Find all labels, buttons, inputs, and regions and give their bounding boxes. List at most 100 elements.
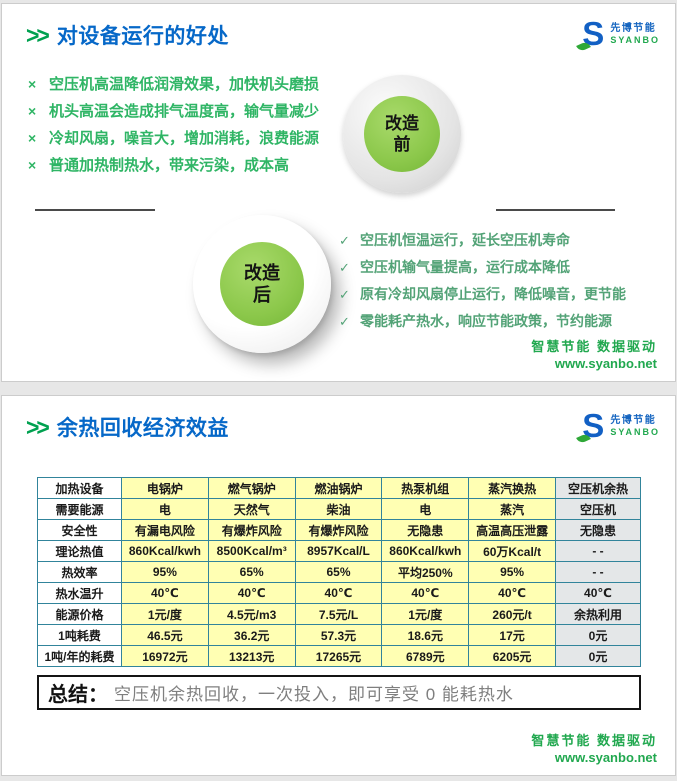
footer-url-link[interactable]: www.syanbo.net [554,750,657,766]
summary-text: 空压机余热回收，一次投入，即可享受 0 能耗热水 [114,685,514,704]
after-retrofit-label: 改造 后 [220,242,304,326]
table-row: 1吨/年的耗费 16972元 13213元 17265元 6789元 6205元 0元 [37,645,641,667]
con-item: × 空压机高温降低润滑效果，加快机头磨损 [28,73,319,100]
check-icon: ✓ [339,260,350,275]
table-cell: 65% [207,561,296,583]
table-cell: - - [555,540,641,562]
con-item-text: 空压机高温降低润滑效果，加快机头磨损 [49,76,320,93]
divider-line-right [496,209,615,211]
table-cell: 燃气锅炉 [207,477,296,499]
table-row: 能源价格 1元/度 4.5元/m3 7.5元/L 1元/度 260元/t 余热利用 [37,603,641,625]
check-icon: ✓ [339,314,350,329]
table-cell: 余热利用 [555,603,641,625]
before-retrofit-label: 改造 前 [364,96,440,172]
table-cell: 无隐患 [555,519,641,541]
footer-slogan: 智慧节能 数据驱动 [531,339,657,355]
check-icon: ✓ [339,233,350,248]
footer-url-link[interactable]: www.syanbo.net [554,356,657,372]
table-cell: 高温高压泄露 [468,519,556,541]
table-cell: 天然气 [207,498,296,520]
table-cell: 6789元 [381,645,470,667]
table-cell: 0元 [555,624,641,646]
row-label-cell: 理论热值 [37,540,122,562]
table-cell: 空压机 [555,498,641,520]
summary-label: 总结： [48,684,108,706]
brand-name-en: SYANBO [610,426,660,437]
table-cell: 7.5元/L [294,603,383,625]
con-item-text: 机头高温会造成排气温度高，输气量减少 [49,103,320,120]
slide1-footer: 智慧节能 数据驱动 www.syanbo.net [531,339,657,373]
table-cell: 18.6元 [381,624,470,646]
table-cell: 95% [468,561,556,583]
table-cell: 电锅炉 [121,477,209,499]
pro-item: ✓ 空压机恒温运行，延长空压机寿命 [339,230,626,257]
table-cell: 95% [121,561,209,583]
row-label-cell: 需要能源 [37,498,122,520]
table-cell: 有漏电风险 [121,519,209,541]
slide2-footer: 智慧节能 数据驱动 www.syanbo.net [531,733,657,767]
table-row: 理论热值 860Kcal/kwh 8500Kcal/m³ 8957Kcal/L 860K… [37,540,641,562]
slide1-header: >> 对设备运行的好处 [26,20,229,50]
table-cell: 40℃ [381,582,470,604]
table-row: 需要能源电天然气 柴油电蒸汽 空压机 [37,498,641,520]
logo-text: 先博节能 SYANBO [610,415,660,437]
row-label-cell: 1吨/年的耗费 [37,645,122,667]
after-retrofit-badge: 改造 后 [193,215,331,353]
table-cell: 65% [294,561,383,583]
table-cell: 46.5元 [121,624,209,646]
table-cell: 0元 [555,645,641,667]
table-cell: 1元/度 [381,603,470,625]
table-cell: 有爆炸风险 [207,519,296,541]
table-cell: 16972元 [121,645,209,667]
table-cell: 平均250% [381,561,470,583]
table-cell: 电 [381,498,470,520]
slide-benefits: >> 对设备运行的好处 S 先博节能 SYANBO × 空压机高温降低润滑效果，加… [1,3,676,382]
before-retrofit-badge: 改造 前 [343,75,461,193]
logo-s-icon: S [576,409,606,445]
row-label-cell: 能源价格 [37,603,122,625]
row-label-cell: 安全性 [37,519,122,541]
table-cell: 17265元 [294,645,383,667]
slide-economics: >> 余热回收经济效益 S 先博节能 SYANBO 加热设备 电锅炉 燃气锅炉 燃油锅… [1,395,676,776]
divider-line-left [35,209,155,211]
cross-icon: × [28,103,37,119]
row-label-cell: 热水温升 [37,582,122,604]
table-cell: 蒸汽换热 [468,477,556,499]
pro-item-text: 原有冷却风扇停止运行，降低噪音，更节能 [360,286,626,302]
brand-name-cn: 先博节能 [610,415,657,427]
con-item: × 普通加热制热水，带来污染，成本高 [28,154,319,181]
table-cell: 燃油锅炉 [294,477,383,499]
economics-comparison-table: 加热设备 电锅炉 燃气锅炉 燃油锅炉 热泵机组 蒸汽换热 空压机余热 需要能源电天然气 柴油电蒸… [37,477,641,667]
chevron-right-icon: >> [26,412,50,441]
table-row: 安全性 有漏电风险 有爆炸风险 有爆炸风险 无隐患 高温高压泄露 无隐患 [37,519,641,541]
brand-name-cn: 先博节能 [610,23,657,35]
table-cell: 空压机余热 [555,477,641,499]
table-row: 1吨耗费 46.5元 36.2元 57.3元 18.6元 17元 0元 [37,624,641,646]
table-cell: 13213元 [207,645,296,667]
table-cell: 8500Kcal/m³ [207,540,296,562]
cons-list: × 空压机高温降低润滑效果，加快机头磨损 × 机头高温会造成排气温度高，输气量减少 × 冷… [28,73,319,181]
table-cell: 8957Kcal/L [294,540,383,562]
pro-item: ✓ 原有冷却风扇停止运行，降低噪音，更节能 [339,284,626,311]
table-cell: 40℃ [555,582,641,604]
page-title: 对设备运行的好处 [56,25,229,48]
syanbo-logo: S 先博节能 SYANBO [576,409,660,445]
pro-item: ✓ 零能耗产热水，响应节能政策，节约能源 [339,311,626,338]
table-cell: 热泵机组 [381,477,470,499]
table-row: 加热设备 电锅炉 燃气锅炉 燃油锅炉 热泵机组 蒸汽换热 空压机余热 [37,477,641,499]
table-cell: 36.2元 [207,624,296,646]
table-cell: 860Kcal/kwh [121,540,209,562]
table-cell: 柴油 [294,498,383,520]
table-cell: 40℃ [121,582,209,604]
table-cell: - - [555,561,641,583]
logo-s-icon: S [576,17,606,53]
con-item: × 冷却风扇，噪音大，增加消耗，浪费能源 [28,127,319,154]
summary-box: 总结： 空压机余热回收，一次投入，即可享受 0 能耗热水 [37,675,641,710]
row-label-cell: 热效率 [37,561,122,583]
footer-slogan: 智慧节能 数据驱动 [531,733,657,749]
table-cell: 有爆炸风险 [294,519,383,541]
table-cell: 40℃ [294,582,383,604]
table-cell: 17元 [468,624,556,646]
table-row: 热水温升 40℃ 40℃ 40℃ 40℃ 40℃ 40℃ [37,582,641,604]
pro-item-text: 空压机输气量提高，运行成本降低 [360,259,570,275]
